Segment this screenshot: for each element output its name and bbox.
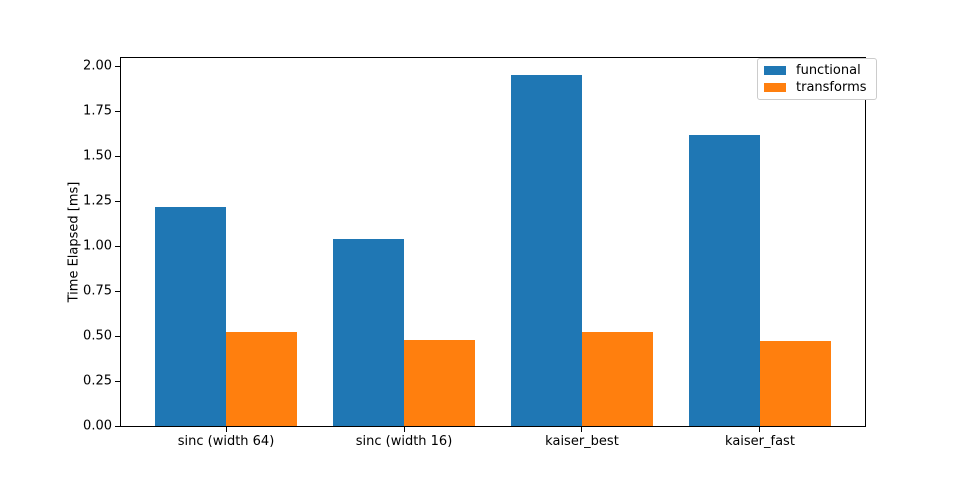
x-tick-mark [581, 427, 583, 432]
bar-transforms-1 [226, 332, 298, 426]
legend-entry-functional: functional [764, 64, 867, 77]
y-tick-mark [115, 110, 120, 112]
bar-functional-1 [154, 206, 226, 426]
y-tick-label: 0.25 [83, 373, 112, 389]
x-tick-mark [759, 427, 761, 432]
legend-label-functional: functional [796, 63, 861, 78]
y-tick-mark [115, 155, 120, 157]
y-tick-mark [115, 245, 120, 247]
y-tick-label: 1.00 [83, 238, 112, 254]
bar-functional-2 [332, 238, 404, 426]
legend-swatch-transforms [764, 83, 786, 92]
y-tick-mark [115, 65, 120, 67]
x-tick-mark [225, 427, 227, 432]
y-tick-label: 0.00 [83, 418, 112, 434]
y-tick-label: 2.00 [83, 58, 112, 74]
x-tick-label-sinc-width-16-: sinc (width 16) [355, 434, 453, 449]
bar-functional-4 [688, 134, 760, 426]
plot-area: 0.00 0.25 0.50 0.75 1.00 1.25 1.50 1.75 2.00 sinc… [83, 57, 866, 448]
legend-entry-transforms: transforms [764, 81, 867, 94]
x-tick-label-sinc-width-64-: sinc (width 64) [177, 434, 275, 449]
y-tick-mark [115, 335, 120, 337]
y-tick-mark [115, 380, 120, 382]
y-tick-label: 1.75 [83, 103, 112, 119]
bar-transforms-3 [581, 332, 654, 426]
y-tick-label: 0.50 [83, 328, 112, 344]
y-axis-label: Time Elapsed [ms] [66, 181, 82, 303]
bar-transforms-2 [404, 339, 476, 426]
x-tick-mark [403, 427, 405, 432]
y-tick-label: 0.75 [83, 283, 112, 299]
bar-functional-3 [510, 75, 582, 426]
y-tick-mark [115, 425, 120, 427]
legend-label-transforms: transforms [796, 80, 867, 95]
y-tick-label: 1.50 [83, 148, 112, 164]
legend-swatch-functional [764, 66, 786, 75]
y-tick-mark [115, 290, 120, 292]
y-tick-mark [115, 200, 120, 202]
bar-transforms-4 [759, 341, 832, 426]
x-tick-label-kaiser-best: kaiser_best [545, 434, 619, 449]
y-tick-label: 1.25 [83, 193, 112, 209]
legend: functional transforms [757, 58, 877, 100]
x-tick-label-kaiser-fast: kaiser_fast [725, 434, 795, 449]
